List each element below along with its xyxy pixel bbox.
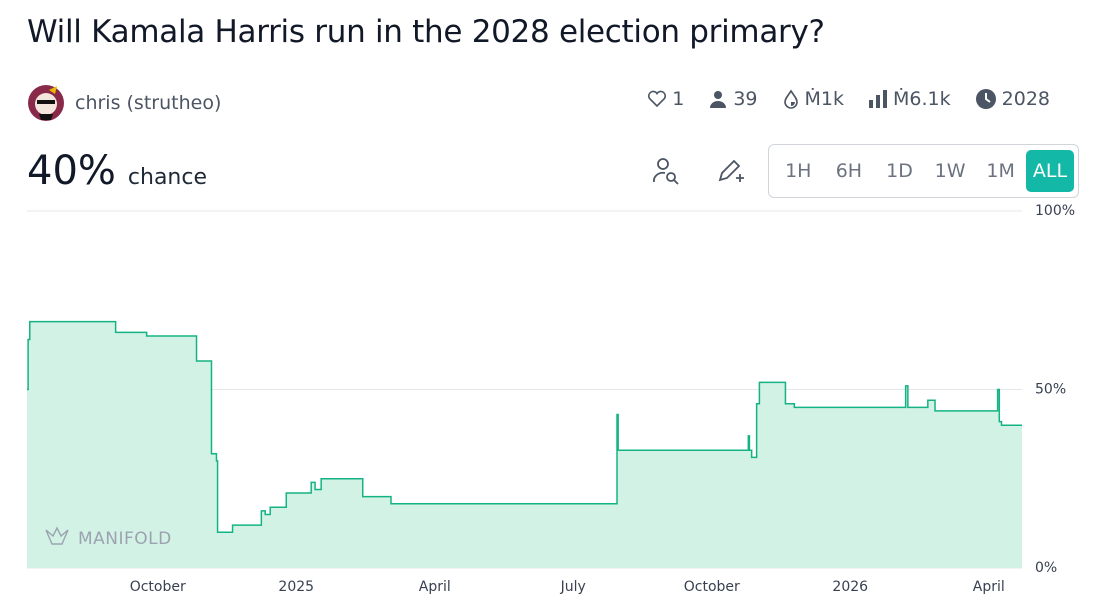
user-search-button[interactable] — [652, 156, 680, 186]
line — [27, 320, 1022, 534]
x-tick-label: October — [130, 579, 186, 595]
range-button[interactable]: ALL — [1025, 150, 1074, 192]
x-tick-label: 2025 — [278, 579, 314, 595]
probability-value: 40% — [27, 148, 116, 194]
range-button[interactable]: 6H — [835, 160, 863, 182]
likes-count: 1 — [672, 88, 685, 110]
area — [27, 321, 1022, 568]
close-year: 2028 — [1001, 88, 1050, 110]
x-tick-label: April — [973, 579, 1005, 595]
market-title: Will Kamala Harris run in the 2028 elect… — [27, 14, 825, 50]
heart-icon — [648, 90, 667, 108]
x-tick-label: 2026 — [832, 579, 868, 595]
traders-count: 39 — [733, 88, 758, 110]
chart-tools — [652, 156, 744, 186]
volume-amount: Ṁ6.1k — [893, 88, 951, 110]
time-range-selector: 1H 6H 1D 1W 1M ALL — [768, 144, 1079, 198]
watermark-text: MANIFOLD — [78, 529, 172, 549]
range-button[interactable]: 1W — [934, 160, 966, 182]
liquidity: Ṁ1k — [782, 88, 844, 110]
range-button[interactable]: 1H — [785, 160, 812, 182]
author-name[interactable]: chris (strutheo) — [75, 92, 222, 114]
add-annotation-button[interactable] — [716, 156, 744, 186]
x-tick-label: April — [419, 579, 451, 595]
person-icon — [710, 91, 727, 108]
clock-icon — [975, 89, 996, 109]
x-tick-label: July — [560, 579, 586, 595]
y-tick-label: 0% — [1035, 560, 1057, 576]
range-button[interactable]: 1D — [886, 160, 913, 182]
probability: 40% chance — [27, 148, 207, 194]
stats: 1 39 Ṁ1k Ṁ6.1k 2028 — [647, 88, 1050, 110]
traders: 39 — [708, 88, 758, 110]
close-date: 2028 — [975, 88, 1050, 110]
watermark-logo — [45, 526, 69, 545]
y-tick-label: 100% — [1035, 203, 1075, 219]
y-tick-label: 50% — [1035, 382, 1066, 398]
bars-icon — [869, 90, 888, 108]
watermark: MANIFOLD — [45, 526, 172, 549]
liquidity-amount: Ṁ1k — [804, 88, 845, 110]
drop-icon — [783, 89, 798, 109]
likes[interactable]: 1 — [647, 88, 684, 110]
avatar — [28, 85, 64, 121]
author[interactable]: chris (strutheo) — [27, 84, 221, 122]
range-button[interactable]: 1M — [986, 160, 1015, 182]
volume: Ṁ6.1k — [868, 88, 951, 110]
x-tick-label: October — [684, 579, 740, 595]
chart: 0% 50% 100% October 2025 April July October 2026… — [27, 203, 1075, 595]
probability-label: chance — [127, 165, 208, 190]
